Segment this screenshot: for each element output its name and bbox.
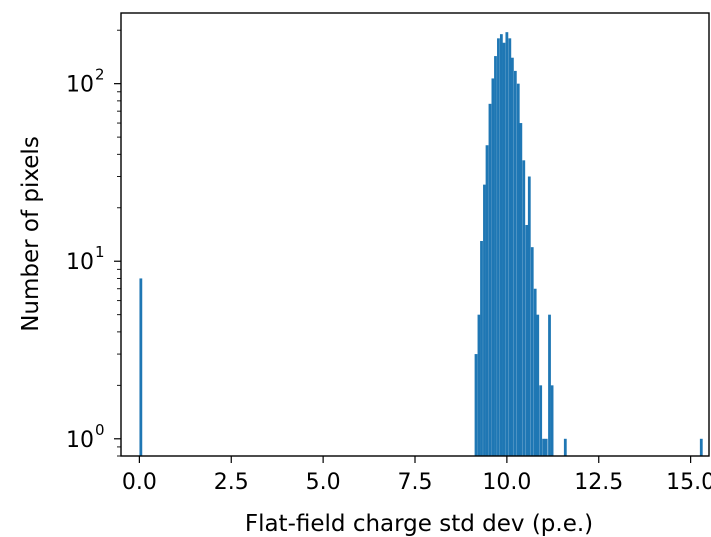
y-tick-exponent: 1 xyxy=(95,243,105,261)
histogram-bar xyxy=(516,83,520,456)
histogram-bar xyxy=(505,32,509,456)
histogram-bar xyxy=(485,145,489,457)
histogram-bar xyxy=(563,438,567,456)
plot-frame xyxy=(120,12,710,457)
histogram-bar xyxy=(536,314,540,456)
x-axis-ticks: 0.0 2.5 5.0 7.5 10.0 12.5 15.0 xyxy=(122,456,711,495)
histogram-bar xyxy=(550,385,554,456)
x-tick-label: 2.5 xyxy=(214,470,249,495)
histogram-bar xyxy=(527,176,531,456)
plot-background xyxy=(121,13,709,456)
histogram-bar xyxy=(502,42,506,457)
histogram-bar xyxy=(510,57,514,457)
y-tick-exponent: 0 xyxy=(95,421,105,439)
histogram-bar xyxy=(499,34,503,456)
y-tick-label: 10 xyxy=(66,428,94,453)
histogram-bar xyxy=(491,78,495,456)
y-tick-exponent: 2 xyxy=(95,66,105,84)
histogram-bar xyxy=(474,354,478,456)
x-tick-label: 5.0 xyxy=(306,470,341,495)
histogram-bar xyxy=(483,184,486,456)
histogram-bar xyxy=(544,438,548,456)
histogram-bar xyxy=(519,123,523,457)
histogram-bar xyxy=(497,38,500,456)
x-tick-label: 10.0 xyxy=(482,470,531,495)
histogram-bar xyxy=(525,224,529,456)
histogram-bar xyxy=(480,240,483,456)
histogram-bar xyxy=(522,160,526,456)
histogram-bar xyxy=(542,438,546,456)
histogram-bar xyxy=(513,70,517,457)
histogram-bar xyxy=(139,278,143,456)
x-tick-label: 12.5 xyxy=(574,470,623,495)
y-tick-label: 10 xyxy=(66,73,94,98)
histogram-bar xyxy=(699,438,703,456)
x-tick-label: 15.0 xyxy=(666,470,711,495)
x-tick-label: 7.5 xyxy=(398,470,433,495)
x-tick-label: 0.0 xyxy=(122,470,157,495)
y-tick-label: 10 xyxy=(66,250,94,275)
histogram-bar xyxy=(539,385,543,456)
y-axis-label: Number of pixels xyxy=(18,136,44,332)
histogram-bar xyxy=(494,56,497,456)
histogram-bar xyxy=(530,247,534,456)
histogram-bar xyxy=(548,314,551,456)
histogram-bar xyxy=(533,288,537,456)
histogram-bar xyxy=(508,38,512,456)
histogram-bars xyxy=(139,32,703,457)
x-axis-label: Flat-field charge std dev (p.e.) xyxy=(245,511,593,537)
histogram-bar xyxy=(488,103,492,456)
histogram-bar xyxy=(477,314,481,456)
